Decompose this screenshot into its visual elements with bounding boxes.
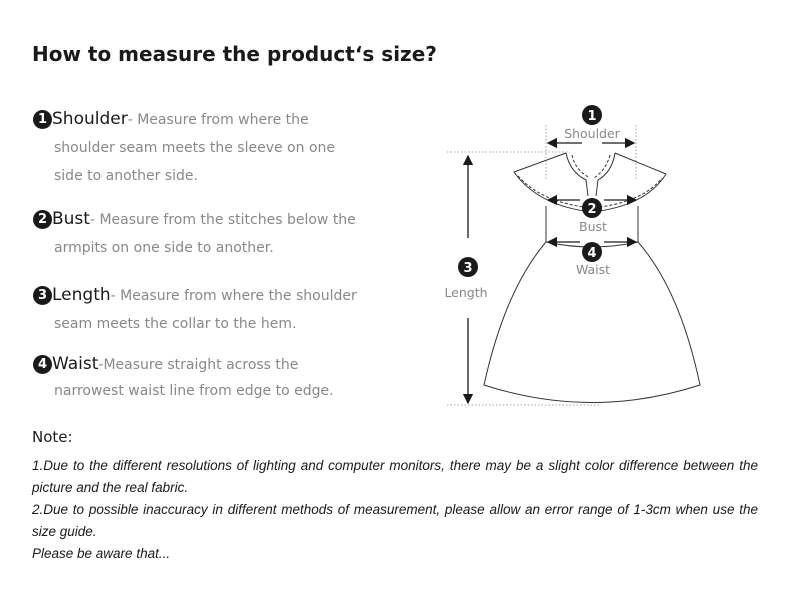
item-desc-rest: shoulder seam meets the sleeve on one si… bbox=[54, 140, 335, 184]
note-line: 1.Due to the different resolutions of li… bbox=[32, 458, 758, 495]
item-name: Shoulder bbox=[52, 109, 128, 129]
number-badge: 3 bbox=[33, 286, 52, 305]
item-desc: - Measure from where the shoulder bbox=[110, 288, 357, 304]
number-badge: 2 bbox=[33, 210, 52, 229]
item-desc-rest: narrowest waist line from edge to edge. bbox=[54, 383, 334, 399]
page-title: How to measure the product‘s size? bbox=[32, 42, 437, 66]
item-name: Waist bbox=[52, 354, 99, 374]
item-waist: 4 Waist-Measure straight across the narrow… bbox=[33, 351, 413, 404]
item-name: Length bbox=[52, 285, 111, 305]
note-line: 2.Due to possible inaccuracy in differen… bbox=[32, 502, 758, 539]
number-badge: 4 bbox=[33, 355, 52, 374]
badge-4: 4 bbox=[587, 246, 596, 261]
note-heading: Note: bbox=[32, 428, 73, 446]
badge-1: 1 bbox=[587, 109, 596, 124]
arrows bbox=[462, 137, 638, 405]
dress-outline bbox=[483, 152, 701, 403]
item-name: Bust bbox=[52, 209, 90, 229]
item-desc-rest: seam meets the collar to the hem. bbox=[54, 316, 297, 332]
label-waist: Waist bbox=[576, 262, 610, 277]
item-shoulder: 1 Shoulder- Measure from where the shoulde… bbox=[33, 105, 413, 190]
badge-3: 3 bbox=[463, 261, 472, 276]
note-line: Please be aware that... bbox=[32, 546, 171, 561]
label-shoulder: Shoulder bbox=[564, 126, 621, 141]
item-desc: -Measure straight across the bbox=[98, 357, 299, 373]
label-bust: Bust bbox=[579, 219, 607, 234]
notes: 1.Due to the different resolutions of li… bbox=[32, 455, 758, 565]
number-badge: 1 bbox=[33, 110, 52, 129]
guide-lines bbox=[447, 125, 637, 406]
item-desc-rest: armpits on one side to another. bbox=[54, 240, 274, 256]
item-desc: - Measure from where the bbox=[127, 112, 309, 128]
item-bust: 2 Bust- Measure from the stitches below t… bbox=[33, 205, 413, 262]
item-length: 3 Length- Measure from where the shoulder… bbox=[33, 281, 413, 338]
label-length: Length bbox=[444, 285, 487, 300]
item-desc: - Measure from the stitches below the bbox=[89, 212, 356, 228]
badge-2: 2 bbox=[587, 202, 596, 217]
number-badges: 1 2 3 4 bbox=[458, 105, 602, 277]
